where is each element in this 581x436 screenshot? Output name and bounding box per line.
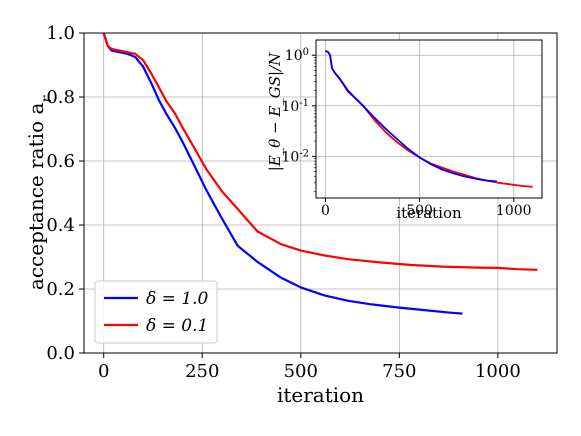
main-y-tick-label: 0.8 [46, 87, 75, 108]
main-x-tick-label: 750 [382, 361, 416, 382]
inset-y-tick-exponent: -1 [299, 97, 309, 108]
main-y-tick-label: 0.0 [46, 343, 75, 364]
inset-axes-frame [315, 39, 543, 199]
inset-background [316, 40, 542, 198]
legend-box [94, 280, 218, 344]
main-x-tick-label: 500 [284, 361, 318, 382]
main-y-axis-label-sub: r [39, 95, 55, 103]
inset-x-tick-label: 1000 [496, 203, 532, 219]
main-y-axis-label-main: acceptance ratio a [24, 103, 48, 291]
main-y-tick-label: 1.0 [46, 23, 75, 44]
main-x-tick-label: 250 [185, 361, 219, 382]
inset-x-tick-label: 500 [406, 203, 433, 219]
inset-series [325, 50, 533, 188]
main-x-tick-label: 1000 [475, 361, 521, 382]
main-axes-frame [83, 32, 558, 354]
main-y-tick-label: 0.4 [46, 215, 75, 236]
inset-y-tick-label: 100 [285, 47, 309, 65]
inset-y-tick-label: 10-2 [281, 148, 309, 166]
legend-label-series-2: δ = 0.1 [146, 316, 208, 336]
inset-x-axis-label: iteration [396, 204, 462, 222]
legend-label-series-1: δ = 1.0 [146, 289, 209, 309]
main-x-axis-label: iteration [277, 383, 364, 407]
inset-y-tick-label: 10-1 [281, 97, 309, 115]
legend: δ = 1.0 δ = 0.1 [94, 280, 218, 344]
inset-y-tick-exponent: 0 [303, 47, 309, 58]
inset-grid [316, 40, 542, 198]
main-y-tick-label: 0.2 [46, 279, 75, 300]
main-x-tick-label: 0 [98, 361, 109, 382]
main-series-line-2 [102, 32, 538, 271]
main-series-line-1 [102, 32, 463, 315]
inset-y-axis-label: |E_θ − E_GS|/N [266, 52, 284, 171]
main-series [102, 32, 538, 315]
inset-y-tick-exponent: -2 [299, 148, 309, 159]
inset-x-tick-label: 0 [321, 203, 330, 219]
main-y-tick-label: 0.6 [46, 151, 75, 172]
main-y-axis-label: acceptance ratio ar [24, 95, 55, 290]
inset-plot: 0 500 1000 10-2 10-1 100 iteration |E_θ − E_G… [266, 39, 543, 222]
inset-series-line-1 [325, 50, 497, 183]
